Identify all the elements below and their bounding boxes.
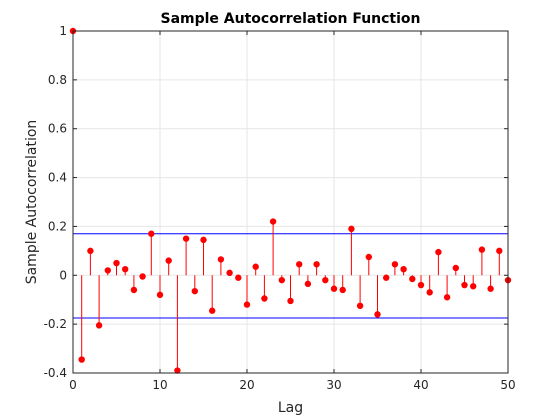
stem-marker [78,356,85,363]
stem-marker [374,311,381,318]
stem-marker [208,307,216,314]
stem-marker [409,275,416,283]
stem-marker [356,302,364,310]
stem-marker [235,274,242,281]
y-tick-label: 0.2 [48,219,67,233]
stem-marker [243,301,251,308]
x-tick-label: 40 [413,378,428,392]
stem-marker [443,294,451,301]
stem-marker [417,281,425,289]
y-tick-label: 0 [59,268,67,282]
stem-marker [156,291,164,299]
stem-marker [304,280,312,288]
stem-marker [165,257,172,264]
x-tick-label: 30 [326,378,341,392]
chart-title: Sample Autocorrelation Function [160,11,420,27]
stem-marker [391,261,399,268]
stem-marker [348,225,355,233]
plot-area [73,31,508,373]
stem-marker [330,285,338,292]
stem-marker [487,285,494,292]
stem-marker [113,259,120,267]
stem-marker [148,230,155,237]
stem-marker [452,264,459,272]
stem-marker [217,256,225,263]
stem-marker [339,286,346,294]
stem-marker [130,286,138,294]
stem-marker [278,276,285,284]
stem-marker [322,276,329,284]
y-tick-label: 0.6 [48,122,67,136]
stem-marker [87,247,94,255]
stem-marker [226,269,233,277]
x-axis-ticks: 0 10 20 30 40 50 [69,31,516,392]
x-tick-label: 0 [69,378,77,392]
stem-marker [200,236,207,244]
x-tick-label: 50 [500,378,515,392]
stem-marker [269,218,277,225]
plot-frame [72,30,509,374]
stem-marker [470,283,477,290]
stem-marker [139,273,146,280]
stem-marker [496,247,503,255]
stem-marker [191,287,198,295]
y-tick-label: 0.8 [48,73,67,87]
stem-marker [426,289,433,296]
stem-marker [261,295,268,302]
stem-marker [252,263,259,270]
stem-marker [296,261,303,268]
stem-marker [121,265,129,273]
stem-marker [435,248,442,256]
stem-marker [313,261,320,268]
confidence-bounds [73,233,508,319]
stem-marker [95,322,103,329]
markers [69,27,512,374]
stem-marker [182,235,190,242]
y-axis-label: Sample Autocorrelation [24,120,40,285]
y-tick-label: -0.4 [44,366,67,380]
x-tick-label: 20 [239,378,254,392]
stem-marker [287,297,294,305]
y-axis-ticks: -0.4 -0.2 0 0.2 0.4 0.6 0.8 1 [44,24,508,380]
stem-marker [400,265,407,273]
x-axis-label: Lag [278,400,303,416]
stem-marker [365,253,372,261]
x-tick-label: 10 [152,378,167,392]
stem-marker [104,267,111,274]
y-tick-label: 1 [59,24,67,38]
stem-marker [461,281,468,289]
y-tick-label: 0.4 [48,171,67,185]
stem-marker [383,274,390,281]
y-tick-label: -0.2 [44,317,67,331]
stem-marker [478,246,486,253]
